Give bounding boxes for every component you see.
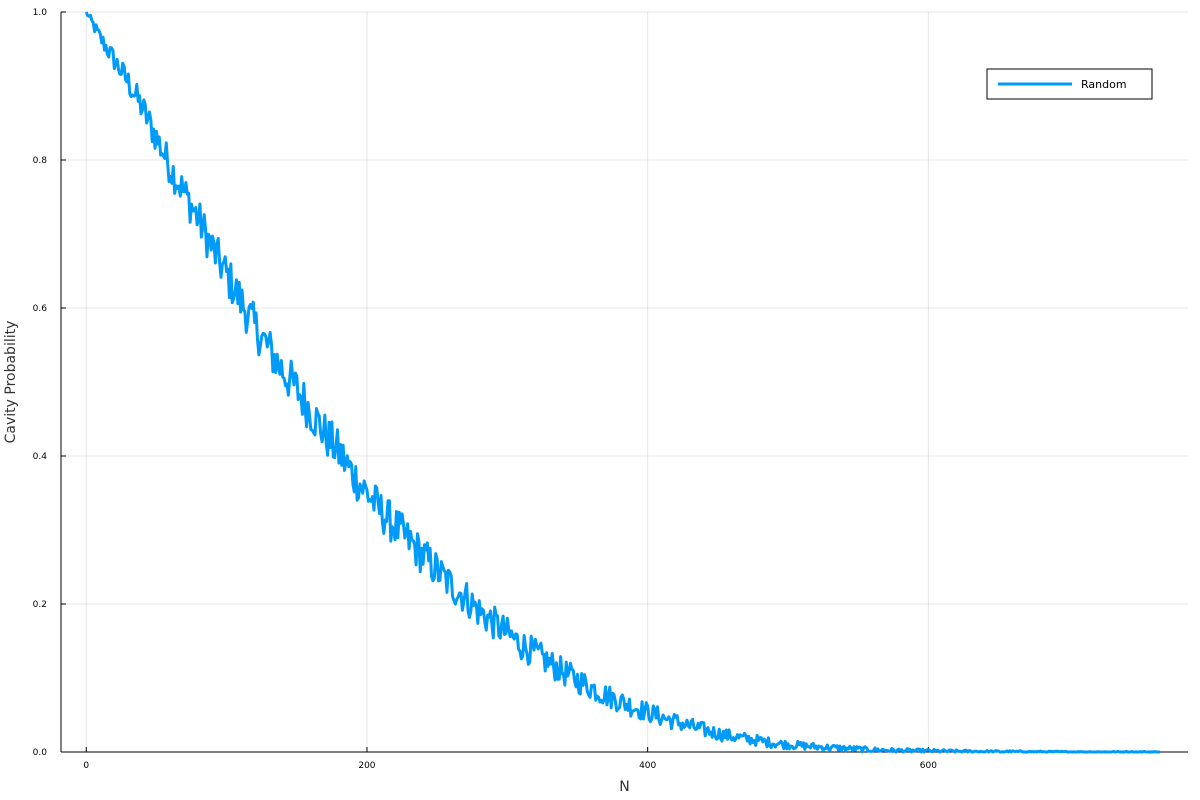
- x-tick-label: 200: [358, 761, 375, 771]
- y-tick-label: 0.8: [33, 156, 48, 166]
- y-ticks: 0.0 0.2 0.4 0.6 0.8 1.0: [33, 8, 66, 758]
- y-tick-label: 0.6: [33, 304, 48, 314]
- x-tick-label: 400: [639, 761, 656, 771]
- y-axis-title: Cavity Probability: [3, 321, 19, 444]
- y-tick-label: 0.2: [33, 600, 47, 610]
- y-tick-label: 0.0: [33, 748, 48, 758]
- y-tick-label: 0.4: [33, 452, 48, 462]
- legend: Random: [986, 68, 1153, 100]
- x-tick-label: 0: [83, 761, 89, 771]
- x-tick-label: 600: [920, 761, 937, 771]
- series-line-random: [84, 11, 1161, 754]
- y-tick-label: 1.0: [33, 8, 48, 18]
- x-axis-title: N: [619, 779, 629, 795]
- series-layer: [84, 11, 1161, 754]
- legend-label-random: Random: [1081, 78, 1127, 91]
